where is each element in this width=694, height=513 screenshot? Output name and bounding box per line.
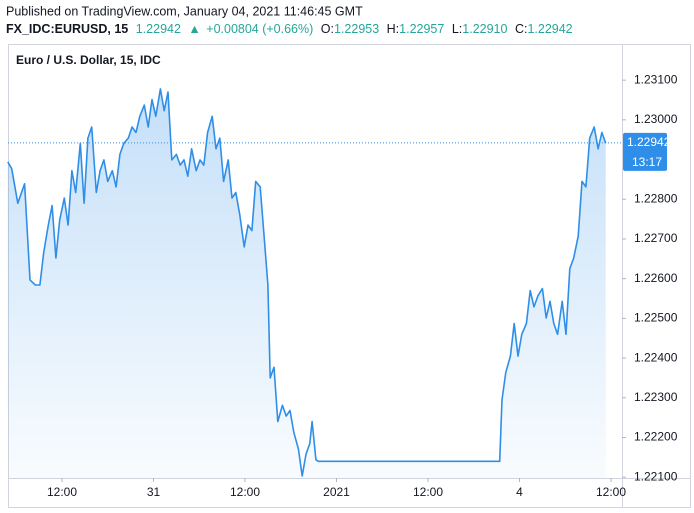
chart-title: Euro / U.S. Dollar, 15, IDC	[16, 53, 161, 67]
last-price-box	[623, 132, 667, 171]
y-tick-label: 1.22600	[634, 271, 678, 285]
ohlc-line: FX_IDC:EURUSD, 15 1.22942 ▲ +0.00804 (+0…	[6, 22, 573, 36]
x-tick-label: 12:00	[413, 485, 443, 499]
y-tick-label: 1.22400	[634, 350, 678, 364]
y-tick-label: 1.22100	[634, 469, 678, 483]
y-tick-label: 1.23100	[634, 72, 678, 86]
x-tick-label: 4	[516, 485, 523, 499]
c-label: C:	[515, 22, 528, 36]
arrow: ▲	[188, 22, 200, 36]
h-label: H:	[387, 22, 400, 36]
l-label: L:	[452, 22, 462, 36]
o-label: O:	[321, 22, 334, 36]
x-tick-label: 31	[147, 485, 161, 499]
x-tick-label: 12:00	[596, 485, 626, 499]
y-tick-label: 1.22300	[634, 390, 678, 404]
x-tick-label: 12:00	[47, 485, 77, 499]
y-tick-label: 1.22200	[634, 430, 678, 444]
area	[7, 88, 606, 479]
price: 1.22942	[136, 22, 181, 36]
l-value: 1.22910	[462, 22, 507, 36]
o-value: 1.22953	[334, 22, 379, 36]
symbol: FX_IDC:EURUSD, 15	[6, 22, 128, 36]
x-tick-label: 2021	[323, 485, 350, 499]
countdown: 13:17	[632, 155, 662, 169]
price-line	[7, 88, 607, 477]
c-value: 1.22942	[527, 22, 572, 36]
y-tick-label: 1.22500	[634, 311, 678, 325]
x-tick-label: 12:00	[230, 485, 260, 499]
y-tick-label: 1.23000	[634, 112, 678, 126]
y-tick-label: 1.22800	[634, 191, 678, 205]
y-tick-label: 1.22700	[634, 231, 678, 245]
change: +0.00804 (+0.66%)	[206, 22, 313, 36]
last-price-label: 1.22942	[627, 135, 671, 149]
published: Published on TradingView.com, January 04…	[6, 4, 363, 18]
h-value: 1.22957	[399, 22, 444, 36]
